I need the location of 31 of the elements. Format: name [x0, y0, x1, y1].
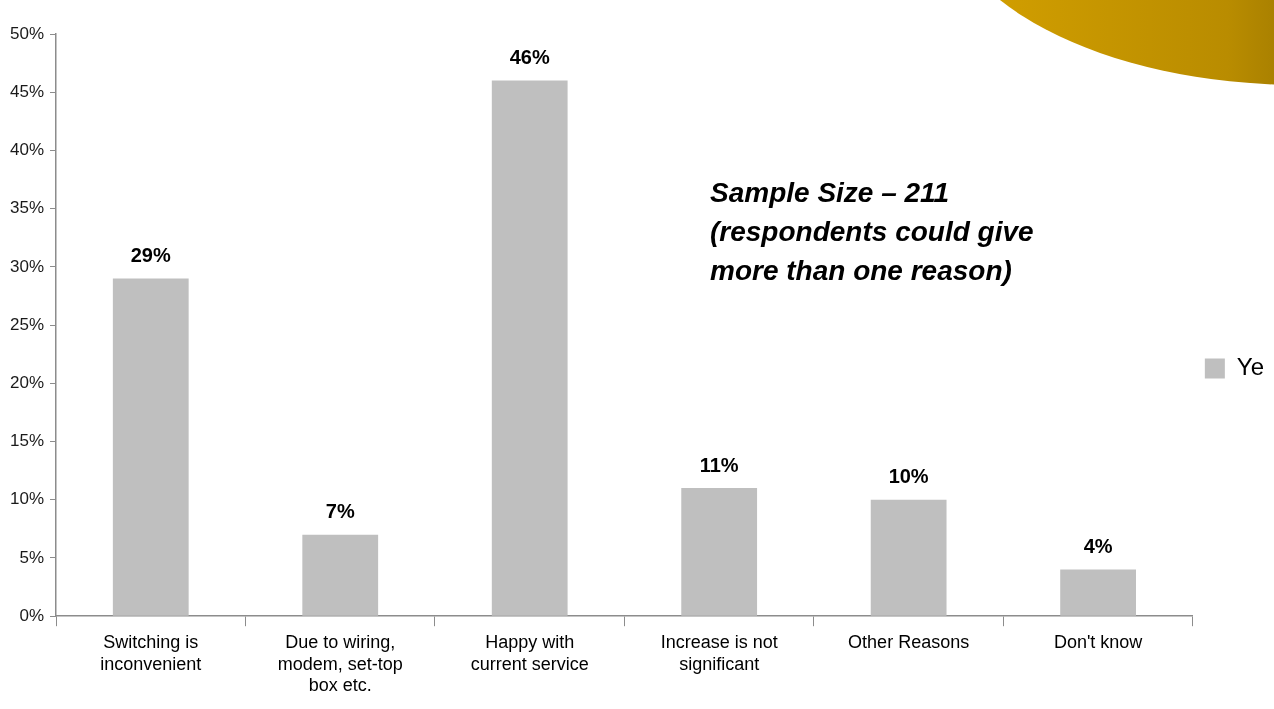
legend-label: Ye	[1236, 353, 1264, 381]
bar	[112, 278, 189, 616]
x-tick-label: Due to wiring, modem, set-top box etc.	[277, 631, 403, 696]
y-tick-label: 50%	[9, 23, 45, 43]
bar	[870, 499, 947, 616]
y-tick-label: 35%	[9, 198, 45, 218]
y-tick-label: 0%	[19, 605, 45, 625]
x-tick-label: Happy with current service	[470, 631, 589, 674]
y-tick-label: 30%	[9, 256, 45, 276]
data-label: 10%	[888, 465, 929, 488]
y-tick-label: 15%	[9, 431, 45, 451]
y-tick-label: 25%	[9, 314, 45, 334]
x-tick-label: Don't know	[1053, 631, 1144, 652]
y-tick-label: 10%	[9, 489, 45, 509]
x-tick-label: Increase is not significant	[660, 631, 778, 674]
x-tick-label: Switching is inconvenient	[100, 631, 202, 674]
data-label: 46%	[509, 46, 550, 69]
annotation: Sample Size – 211 (respondents could give more than one reason)	[710, 176, 1034, 286]
bar	[681, 488, 758, 616]
data-label: 29%	[130, 244, 171, 267]
bar	[1060, 569, 1137, 616]
y-tick-label: 20%	[9, 373, 45, 393]
y-tick-label: 5%	[19, 547, 45, 567]
y-tick-label: 40%	[9, 140, 45, 160]
x-tick-label: Other Reasons	[848, 631, 970, 652]
y-tick-label: 45%	[9, 81, 45, 101]
bar	[491, 80, 568, 616]
bar	[302, 534, 379, 616]
data-label: 4%	[1083, 535, 1113, 558]
data-label: 7%	[325, 500, 355, 523]
data-label: 11%	[699, 453, 739, 476]
